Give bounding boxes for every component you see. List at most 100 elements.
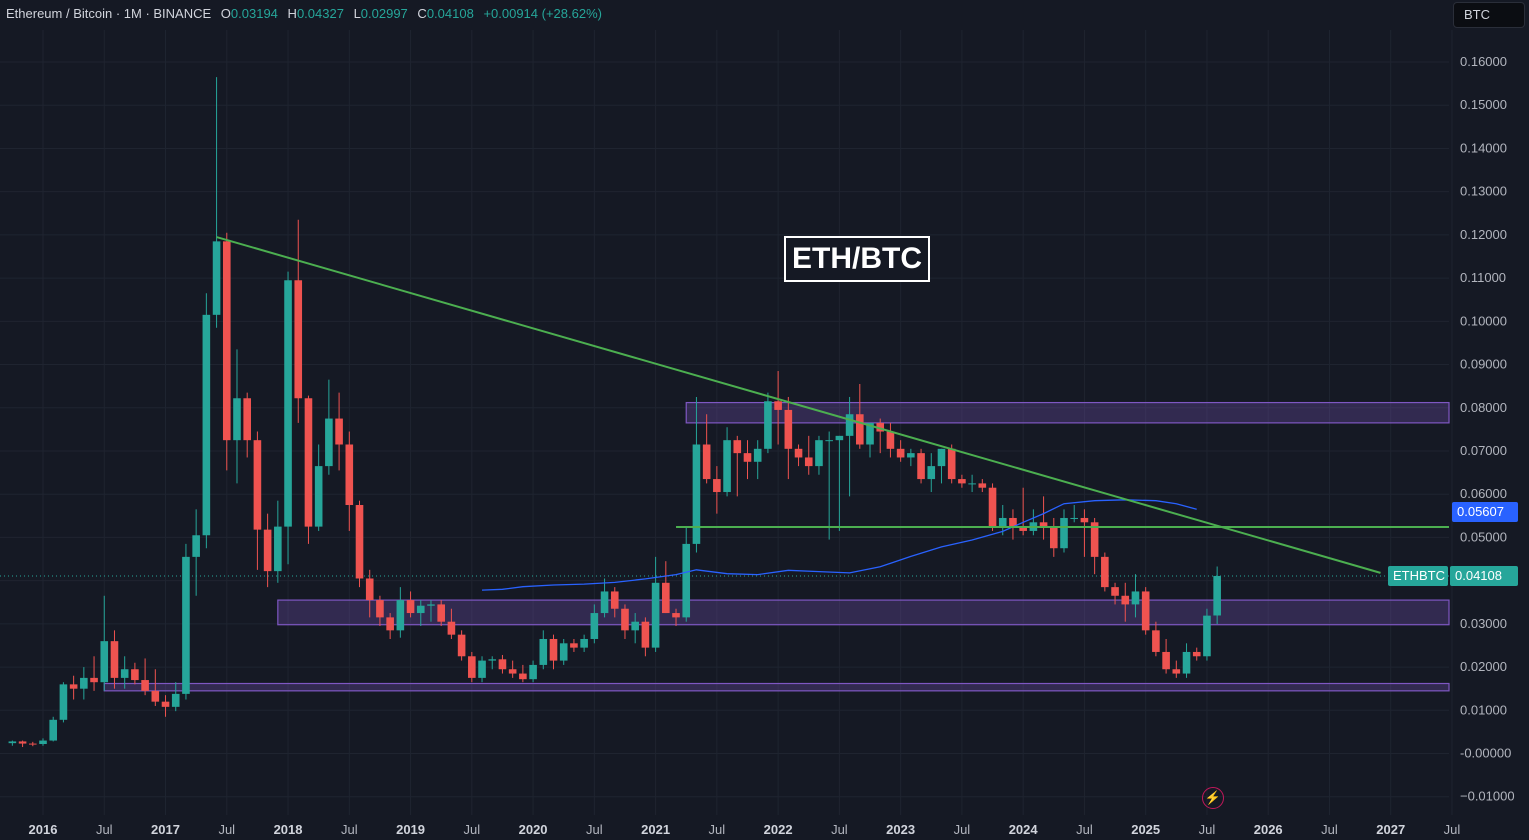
candle — [815, 435, 823, 475]
candle — [988, 483, 997, 531]
candle-body — [1060, 517, 1068, 549]
candle — [1131, 574, 1140, 618]
candle-body — [917, 453, 925, 480]
candle-body — [713, 479, 721, 493]
candle — [1172, 660, 1181, 678]
y-tick-label: 0.06000 — [1460, 486, 1507, 501]
candle — [1009, 509, 1017, 540]
candle-body — [825, 440, 833, 442]
lightning-icon[interactable]: ⚡ — [1202, 787, 1224, 809]
candle — [253, 431, 262, 570]
symbol-header: Ethereum / Bitcoin · 1M · BINANCE O0.031… — [6, 6, 602, 21]
x-tick-label: Jul — [954, 822, 971, 837]
candle — [355, 500, 364, 588]
candle-body — [314, 466, 323, 527]
candle-body — [508, 669, 517, 674]
currency-button[interactable]: BTC — [1453, 2, 1525, 28]
candle-body — [968, 483, 976, 485]
candle-body — [396, 600, 405, 631]
candle-body — [192, 535, 200, 557]
candle — [1060, 509, 1068, 553]
candle — [672, 608, 680, 627]
candle — [886, 422, 895, 458]
candle-body — [253, 440, 262, 530]
candle-body — [416, 605, 425, 614]
candle — [774, 371, 782, 445]
candle — [49, 716, 58, 742]
descending-trendline — [216, 236, 1381, 574]
candle-body — [692, 444, 701, 544]
close-label: C — [417, 6, 427, 21]
candle-body — [978, 483, 987, 488]
candle-body — [1080, 517, 1089, 523]
candle — [1152, 621, 1160, 657]
candle — [907, 448, 915, 467]
candle-body — [1070, 517, 1079, 519]
candle-body — [610, 591, 619, 609]
x-tick-label: 2023 — [886, 822, 915, 837]
candle — [651, 556, 660, 652]
candle-body — [529, 664, 537, 680]
candle-body — [1019, 526, 1027, 531]
candle — [733, 435, 742, 497]
candle — [1029, 509, 1038, 536]
candle — [131, 662, 139, 685]
candle — [998, 505, 1007, 536]
candle — [641, 617, 650, 657]
candle — [1019, 487, 1027, 536]
x-tick-label: Jul — [586, 822, 603, 837]
price-zone — [277, 599, 1450, 626]
candle — [274, 500, 282, 583]
candle-body — [743, 453, 752, 462]
candle-body — [1141, 591, 1150, 631]
candle-body — [171, 693, 180, 707]
price-zone — [685, 401, 1450, 424]
candle-body — [804, 457, 813, 467]
candle — [958, 474, 966, 488]
candle-body — [958, 479, 966, 484]
candle — [917, 448, 925, 484]
candle-body — [18, 741, 27, 744]
candle-body — [182, 556, 190, 694]
candle-body — [927, 466, 936, 480]
candle-body — [876, 422, 885, 432]
candle-body — [1182, 651, 1191, 674]
candle-body — [937, 448, 946, 467]
candle-body — [1162, 651, 1170, 670]
candle-body — [1203, 615, 1211, 657]
candle — [171, 682, 180, 712]
candle — [845, 396, 854, 497]
moving-average-path — [481, 499, 1197, 591]
candle — [559, 638, 568, 665]
candle-body — [682, 543, 691, 618]
x-tick-label: 2019 — [396, 822, 425, 837]
candle — [416, 600, 425, 627]
candle-body — [1090, 522, 1099, 557]
candle-body — [600, 591, 609, 614]
candle-body — [702, 444, 711, 480]
candle-body — [1213, 575, 1221, 616]
y-tick-label: 0.13000 — [1460, 184, 1507, 199]
candle — [8, 740, 17, 746]
candle — [856, 383, 864, 449]
candle — [1070, 505, 1079, 523]
y-tick-label: 0.14000 — [1460, 140, 1507, 155]
candle — [753, 440, 762, 480]
candle-body — [519, 673, 527, 680]
chart-title-box: ETH/BTC — [784, 236, 930, 282]
candle-body — [49, 719, 58, 741]
candle-body — [243, 398, 251, 441]
change-value: +0.00914 (+28.62%) — [483, 6, 602, 21]
candle — [478, 656, 486, 683]
candle — [202, 293, 211, 549]
candle — [120, 656, 129, 689]
candle-body — [478, 660, 486, 678]
high-value: 0.04327 — [296, 6, 344, 21]
candle-body — [59, 684, 68, 720]
candle-body — [947, 448, 956, 480]
x-tick-label: 2027 — [1376, 822, 1405, 837]
candle — [192, 509, 200, 596]
candle-body — [427, 604, 435, 606]
candle-body — [284, 280, 292, 527]
